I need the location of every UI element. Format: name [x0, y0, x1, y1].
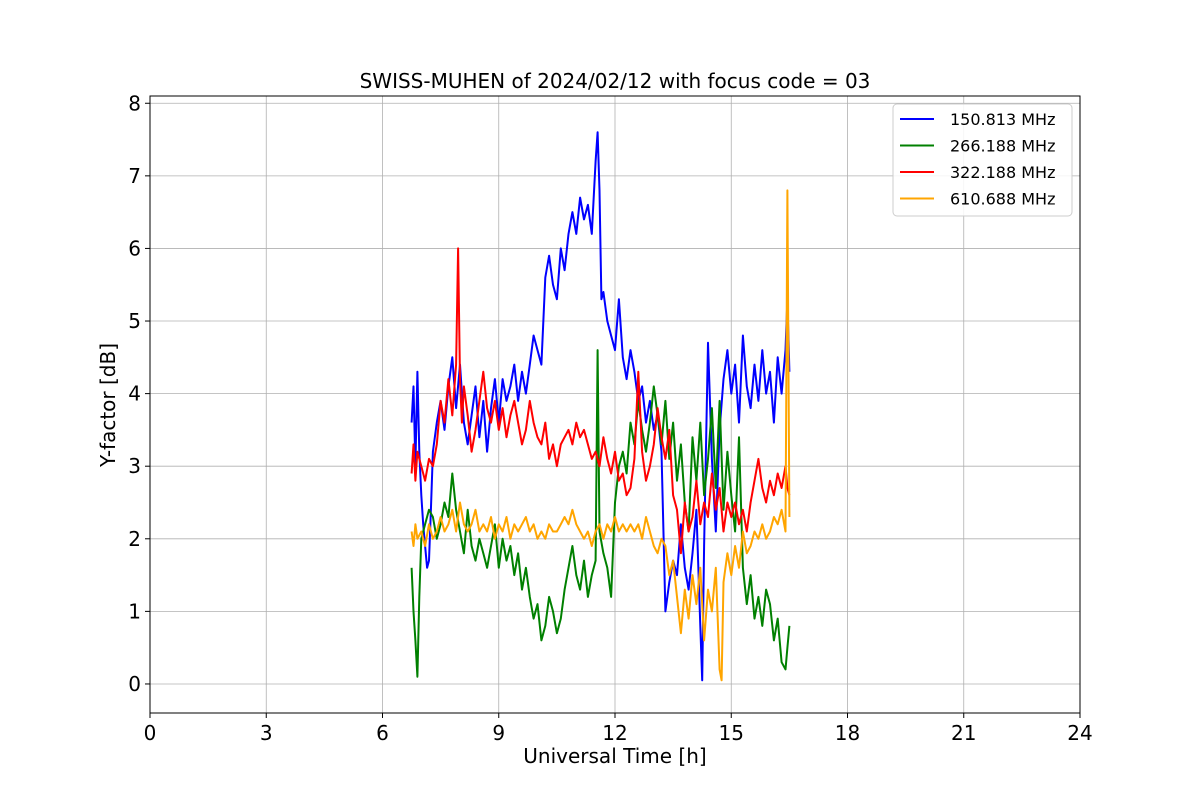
series-line-3: [410, 189, 791, 682]
legend-label: 266.188 MHz: [950, 137, 1055, 156]
x-tick-label: 18: [835, 721, 860, 745]
y-tick-label: 2: [128, 527, 141, 551]
y-tick-label: 3: [128, 454, 141, 478]
y-axis-label: Y-factor [dB]: [96, 343, 120, 468]
x-tick-label: 6: [376, 721, 389, 745]
y-tick-label: 7: [128, 164, 141, 188]
x-tick-label: 21: [951, 721, 976, 745]
grid: [149, 96, 1081, 713]
chart-title: SWISS-MUHEN of 2024/02/12 with focus cod…: [360, 69, 871, 93]
x-tick-label: 12: [602, 721, 627, 745]
series-lines: [410, 131, 791, 682]
legend: 150.813 MHz 266.188 MHz 322.188 MHz 610.688…: [892, 103, 1073, 217]
x-tick-label: 24: [1067, 721, 1092, 745]
series-line-0: [410, 131, 791, 682]
series-line-2: [410, 247, 791, 555]
series-line-1: [410, 349, 791, 678]
y-tick-label: 1: [128, 599, 141, 623]
x-tick-label: 9: [492, 721, 505, 745]
legend-box: [892, 103, 1073, 217]
x-tick-label: 3: [260, 721, 273, 745]
y-tick-label: 0: [128, 672, 141, 696]
legend-label: 322.188 MHz: [950, 163, 1055, 182]
y-tick-label: 5: [128, 309, 141, 333]
x-tick-label: 0: [144, 721, 157, 745]
y-tick-label: 6: [128, 236, 141, 260]
legend-label: 150.813 MHz: [950, 110, 1055, 129]
x-tick-label: 15: [719, 721, 744, 745]
y-tick-label: 8: [128, 91, 141, 115]
x-axis-label: Universal Time [h]: [523, 744, 706, 768]
legend-label: 610.688 MHz: [950, 190, 1055, 209]
y-tick-label: 4: [128, 382, 141, 406]
